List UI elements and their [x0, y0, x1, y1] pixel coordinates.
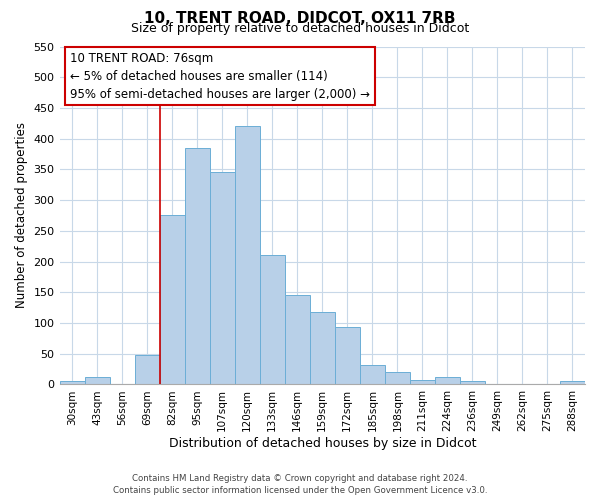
Y-axis label: Number of detached properties: Number of detached properties [15, 122, 28, 308]
Bar [385, 372, 410, 384]
Bar [410, 380, 435, 384]
Bar [235, 126, 260, 384]
Bar [560, 382, 585, 384]
Bar [335, 328, 360, 384]
Bar [260, 256, 285, 384]
Bar [360, 366, 385, 384]
Bar [435, 377, 460, 384]
Text: Contains HM Land Registry data © Crown copyright and database right 2024.
Contai: Contains HM Land Registry data © Crown c… [113, 474, 487, 495]
X-axis label: Distribution of detached houses by size in Didcot: Distribution of detached houses by size … [169, 437, 476, 450]
Bar [209, 172, 235, 384]
Bar [310, 312, 335, 384]
Bar [134, 355, 160, 384]
Text: Size of property relative to detached houses in Didcot: Size of property relative to detached ho… [131, 22, 469, 35]
Bar [85, 377, 110, 384]
Bar [460, 382, 485, 384]
Text: 10 TRENT ROAD: 76sqm
← 5% of detached houses are smaller (114)
95% of semi-detac: 10 TRENT ROAD: 76sqm ← 5% of detached ho… [70, 52, 370, 100]
Bar [185, 148, 209, 384]
Bar [59, 382, 85, 384]
Bar [285, 296, 310, 384]
Text: 10, TRENT ROAD, DIDCOT, OX11 7RB: 10, TRENT ROAD, DIDCOT, OX11 7RB [144, 11, 456, 26]
Bar [160, 216, 185, 384]
